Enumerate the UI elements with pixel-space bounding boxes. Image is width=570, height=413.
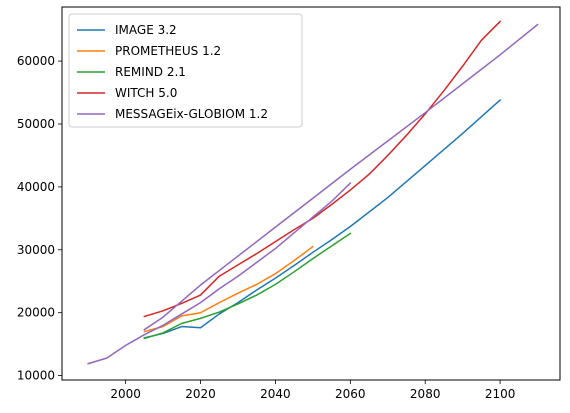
x-tick-label-4: 2080 [410, 387, 441, 401]
legend-label-2: REMIND 2.1 [115, 65, 186, 79]
legend-box [68, 13, 303, 128]
y-tick-label-2: 30000 [17, 243, 55, 257]
series-line-4 [87, 182, 352, 365]
x-tick-label-0: 2000 [110, 387, 141, 401]
y-tick-label-1: 20000 [17, 306, 55, 320]
legend-label-0: IMAGE 3.2 [115, 23, 177, 37]
x-tick-label-1: 2020 [185, 387, 216, 401]
legend: IMAGE 3.2 PROMETHEUS 1.2 REMIND 2.1 WITCH 5… [68, 13, 303, 128]
plot-frame [61, 6, 561, 381]
y-tick-label-4: 50000 [17, 117, 55, 131]
series-line-0 [143, 99, 502, 339]
x-tick-label-2: 2040 [260, 387, 291, 401]
series-line-3 [143, 20, 502, 318]
series-line-5 [143, 23, 539, 331]
y-tick-label-3: 40000 [17, 180, 55, 194]
legend-label-3: WITCH 5.0 [115, 86, 177, 100]
axis-layer: 2000 2020 2040 2060 2080 2100 10000 20000 30000 4… [17, 54, 516, 401]
series-layer [87, 20, 539, 365]
legend-label-4: MESSAGEix-GLOBIOM 1.2 [115, 107, 268, 121]
y-tick-label-0: 10000 [17, 369, 55, 383]
x-tick-label-3: 2060 [335, 387, 366, 401]
x-tick-label-5: 2100 [485, 387, 516, 401]
y-tick-label-5: 60000 [17, 54, 55, 68]
legend-label-1: PROMETHEUS 1.2 [115, 44, 221, 58]
series-line-1 [143, 245, 314, 333]
series-line-2 [143, 232, 352, 340]
